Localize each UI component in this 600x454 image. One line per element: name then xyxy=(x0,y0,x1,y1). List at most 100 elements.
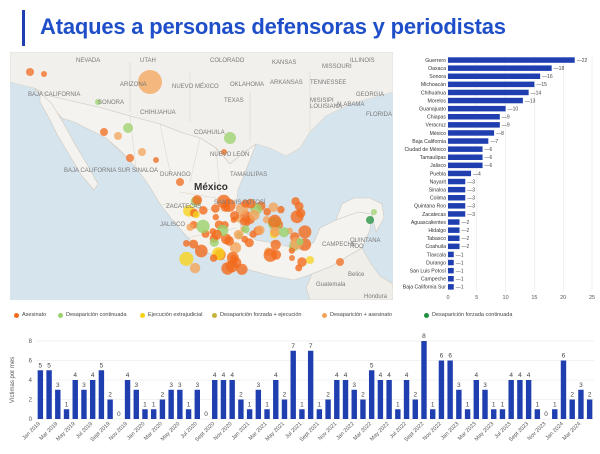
legend-item[interactable]: Desaparición forzada continuada xyxy=(424,312,512,318)
state-bar xyxy=(448,251,454,258)
monthly-bar-value: 4 xyxy=(518,372,522,379)
monthly-bar xyxy=(430,409,436,419)
map-label: SINALOA xyxy=(132,168,159,174)
monthly-bar xyxy=(586,399,593,419)
map-label: CHIHUAHUA xyxy=(140,110,176,116)
monthly-bar xyxy=(482,389,488,419)
map-label: TAMAULIPAS xyxy=(230,172,268,178)
monthly-bar-value: 2 xyxy=(570,392,574,399)
state-bar xyxy=(448,89,529,96)
map-dot xyxy=(199,206,208,215)
state-bar-value: —1 xyxy=(456,269,464,275)
map-dot xyxy=(220,202,231,212)
map-dot xyxy=(270,228,279,237)
monthly-bar-value: 3 xyxy=(195,382,199,389)
monthly-bar-value: 4 xyxy=(230,372,234,379)
monthly-bar-value: 0 xyxy=(204,411,208,418)
state-bar xyxy=(448,219,460,225)
map-dot xyxy=(298,225,312,239)
map-label: SONORA xyxy=(98,100,125,106)
state-bar-value: —13 xyxy=(525,98,536,104)
monthly-bar-value: 6 xyxy=(562,353,566,360)
monthly-x-tick: May 2020 xyxy=(160,421,181,442)
monthly-bar-value: 1 xyxy=(65,401,69,408)
state-bar-label: Ciudad de México xyxy=(404,147,446,153)
monthly-bar xyxy=(246,409,253,419)
state-bar-value: —2 xyxy=(462,236,470,242)
state-bar-value: —3 xyxy=(467,179,475,185)
map-label: UTAH xyxy=(140,58,156,64)
state-bar-label: Aguascalientes xyxy=(411,220,447,226)
state-bar-value: —8 xyxy=(496,131,504,137)
state-bar-chart-svg: 0 5 10 15 20 25 Guerrero —22 Oaxaca —18 Sonora —16 M… xyxy=(403,56,595,301)
map-label: ILLINOIS xyxy=(350,58,375,64)
monthly-bar xyxy=(421,341,427,419)
monthly-bar-value: 1 xyxy=(143,401,147,408)
monthly-bar-value: 1 xyxy=(501,401,505,408)
map-dot xyxy=(244,238,254,248)
state-bar-label: Oaxaca xyxy=(428,66,446,72)
monthly-bar-value: 3 xyxy=(178,382,182,389)
legend-dot-icon xyxy=(140,312,145,318)
legend-item[interactable]: Desaparición + asesinato xyxy=(322,312,392,318)
monthly-x-tick: Nov 2023 xyxy=(527,421,548,442)
map-label: COAHUILA xyxy=(194,130,225,136)
monthly-bar xyxy=(159,399,166,419)
monthly-bar-value: 5 xyxy=(100,362,104,369)
monthly-bar xyxy=(456,389,462,419)
map-dot xyxy=(366,216,374,224)
map-panel[interactable]: NEVADA UTAH COLORADO KANSAS MISSOURI ILLINOIS… xyxy=(10,52,393,300)
map-dot xyxy=(189,262,201,274)
monthly-y-tick: 6 xyxy=(29,359,33,365)
legend-item[interactable]: Ejecución extrajudicial xyxy=(140,312,202,318)
map-dot xyxy=(245,198,256,209)
monthly-x-tick: Nov 2020 xyxy=(213,421,234,442)
monthly-bar xyxy=(89,380,96,419)
monthly-bar-value: 4 xyxy=(379,372,383,379)
monthly-bar-value: 1 xyxy=(300,401,304,408)
state-bar xyxy=(448,65,552,71)
state-chart-x-tick: 15 xyxy=(531,295,537,301)
map-dot xyxy=(249,209,260,221)
legend-dot-icon xyxy=(58,312,63,318)
map-label: MISSOURI xyxy=(322,64,352,70)
monthly-y-tick: 0 xyxy=(29,417,33,423)
monthly-bar xyxy=(360,399,366,419)
map-label: JALISCO xyxy=(160,222,186,228)
map-dot xyxy=(186,223,194,231)
monthly-bar-value: 2 xyxy=(161,392,165,399)
state-bar-label: Sonora xyxy=(429,74,446,80)
map-dot xyxy=(230,216,237,223)
map-label: BAJA CALIFORNIA SUR xyxy=(64,168,131,174)
map-dot xyxy=(271,249,282,260)
monthly-y-tick: 8 xyxy=(29,339,33,345)
map-dot xyxy=(41,71,47,77)
state-chart-x-tick: 10 xyxy=(503,295,509,301)
monthly-x-tick: May 2022 xyxy=(369,421,390,442)
map-label: NUEVO MÉXICO xyxy=(172,84,219,90)
state-bar-value: —16 xyxy=(542,74,553,80)
map-dot xyxy=(126,154,134,162)
map-canvas[interactable] xyxy=(10,52,393,300)
state-bar-value: —2 xyxy=(462,220,470,226)
map-dot xyxy=(211,204,220,213)
legend-item[interactable]: Asesinato xyxy=(14,312,46,318)
legend-item[interactable]: Desaparición continuada xyxy=(58,312,127,318)
monthly-bar xyxy=(177,389,183,419)
state-bar-value: —18 xyxy=(554,66,565,72)
monthly-bar xyxy=(473,380,479,419)
monthly-bar-value: 1 xyxy=(318,401,322,408)
state-bar-label: Durango xyxy=(426,260,446,266)
baja-california-land xyxy=(39,91,99,191)
map-dot xyxy=(179,251,194,266)
state-bar xyxy=(448,97,523,104)
monthly-bar-value: 3 xyxy=(483,382,487,389)
state-bar-label: Tamaulipas xyxy=(420,155,447,161)
monthly-bar xyxy=(299,409,305,419)
state-bar-value: —4 xyxy=(473,171,481,177)
legend-item[interactable]: Desaparición forzada + ejecución xyxy=(212,312,301,318)
monthly-bar xyxy=(290,350,296,419)
state-bar xyxy=(448,276,454,282)
state-borders xyxy=(105,62,311,239)
state-bar-label: Morelos xyxy=(428,98,447,104)
